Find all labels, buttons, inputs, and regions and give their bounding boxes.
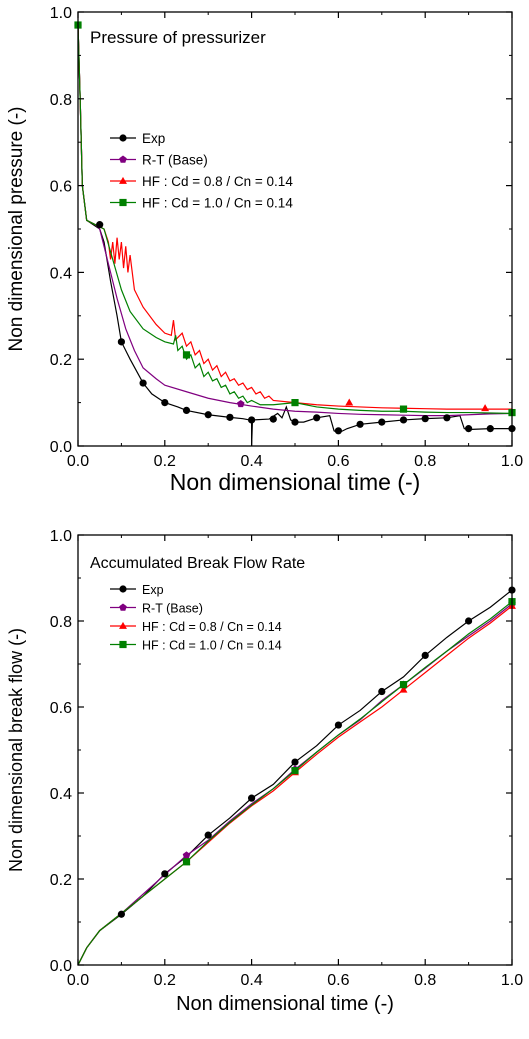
plot-frame bbox=[77, 534, 513, 966]
x-tick-label: 0.0 bbox=[67, 972, 89, 989]
data-point bbox=[421, 651, 429, 660]
legend-marker bbox=[119, 134, 127, 142]
series-line-3 bbox=[78, 601, 512, 965]
y-tick-label: 1.0 bbox=[50, 5, 72, 22]
x-tick-label: 0.6 bbox=[327, 453, 349, 470]
data-point bbox=[378, 418, 386, 426]
legend-label: HF : Cd = 1.0 / Cn = 0.14 bbox=[142, 196, 293, 211]
legend-label: Exp bbox=[142, 583, 164, 597]
data-point bbox=[291, 758, 299, 766]
chart-title: Pressure of pressurizer bbox=[90, 28, 266, 47]
data-point bbox=[399, 681, 408, 689]
legend-label: HF : Cd = 0.8 / Cn = 0.14 bbox=[142, 620, 282, 634]
y-tick-label: 0.6 bbox=[50, 700, 72, 717]
data-point bbox=[334, 721, 342, 729]
data-point bbox=[313, 414, 321, 422]
legend: Exp R-T (Base) HF : Cd = 0.8 / Cn = 0.14 HF… bbox=[110, 131, 293, 211]
data-point bbox=[182, 351, 191, 359]
data-point bbox=[421, 415, 429, 423]
y-tick-label: 0.4 bbox=[50, 786, 72, 803]
data-point bbox=[465, 617, 473, 625]
data-point bbox=[399, 685, 408, 693]
x-axis-title: Non dimensional time (-) bbox=[176, 993, 394, 1015]
y-tick-label: 0.0 bbox=[50, 439, 72, 456]
y-axis-title: Non dimensional pressure (-) bbox=[6, 107, 27, 352]
y-tick-label: 0.8 bbox=[50, 614, 72, 631]
data-point bbox=[399, 416, 408, 424]
data-point bbox=[226, 413, 234, 421]
data-point bbox=[356, 420, 364, 428]
legend-marker bbox=[119, 621, 127, 629]
x-tick-label: 0.8 bbox=[414, 453, 436, 470]
data-point bbox=[481, 404, 490, 412]
y-tick-label: 0.2 bbox=[50, 872, 72, 889]
data-point bbox=[291, 418, 299, 426]
y-tick-label: 1.0 bbox=[50, 528, 72, 545]
y-tick-label: 0.6 bbox=[50, 179, 72, 196]
legend-label: R-T (Base) bbox=[142, 602, 203, 616]
data-point bbox=[269, 415, 277, 423]
data-point bbox=[161, 399, 169, 407]
data-point bbox=[204, 831, 212, 839]
data-point bbox=[334, 427, 342, 435]
data-point bbox=[96, 221, 104, 229]
series-line-1 bbox=[78, 25, 512, 417]
x-tick-label: 1.0 bbox=[501, 972, 523, 989]
data-point bbox=[161, 870, 169, 878]
series-line-2 bbox=[78, 605, 512, 965]
x-tick-label: 0.8 bbox=[414, 972, 436, 989]
series-line-3 bbox=[78, 25, 512, 415]
x-tick-label: 0.2 bbox=[154, 453, 176, 470]
legend-marker bbox=[119, 198, 127, 207]
legend-marker bbox=[119, 155, 127, 163]
data-point bbox=[182, 858, 191, 866]
x-tick-label: 0.4 bbox=[240, 453, 262, 470]
x-tick-label: 1.0 bbox=[501, 453, 523, 470]
data-point bbox=[248, 416, 256, 424]
data-point bbox=[248, 794, 256, 802]
legend-label: HF : Cd = 1.0 / Cn = 0.14 bbox=[142, 639, 282, 653]
data-point bbox=[291, 767, 299, 775]
legend-marker bbox=[119, 603, 127, 611]
y-tick-label: 0.8 bbox=[50, 92, 72, 109]
chart-title: Accumulated Break Flow Rate bbox=[90, 555, 305, 572]
data-point bbox=[182, 406, 191, 415]
y-tick-label: 0.4 bbox=[50, 265, 72, 282]
series-line-1 bbox=[78, 603, 512, 965]
legend-label: R-T (Base) bbox=[142, 153, 208, 168]
x-tick-label: 0.0 bbox=[67, 453, 89, 470]
legend-label: HF : Cd = 0.8 / Cn = 0.14 bbox=[142, 174, 293, 189]
legend-marker bbox=[119, 640, 127, 649]
data-point bbox=[204, 411, 212, 419]
legend: Exp R-T (Base) HF : Cd = 0.8 / Cn = 0.14 HF… bbox=[110, 583, 282, 653]
x-tick-label: 0.6 bbox=[327, 972, 349, 989]
data-point bbox=[139, 379, 147, 387]
data-point bbox=[399, 405, 408, 413]
y-axis-title: Non dimensional break flow (-) bbox=[6, 628, 26, 872]
y-tick-label: 0.2 bbox=[50, 352, 72, 369]
break-flow-chart: 0.0 0.2 0.4 0.6 0.8 1.0 0.0 0.2 0.4 0.6 0.8 1.0 Accu… bbox=[6, 528, 523, 1015]
data-point bbox=[486, 425, 494, 433]
data-point bbox=[182, 851, 191, 859]
data-point bbox=[117, 338, 125, 346]
x-tick-label: 0.2 bbox=[154, 972, 176, 989]
data-point bbox=[443, 414, 451, 422]
pressure-chart: 0.0 0.2 0.4 0.6 0.8 1.0 0.0 0.2 0.4 0.6 0.8 1.0 Pres… bbox=[6, 5, 523, 495]
legend-label: Exp bbox=[142, 131, 165, 146]
y-tick-label: 0.0 bbox=[50, 958, 72, 975]
x-axis-title: Non dimensional time (-) bbox=[170, 469, 421, 495]
data-point bbox=[236, 399, 245, 408]
data-point bbox=[291, 399, 299, 407]
legend-marker bbox=[119, 585, 127, 593]
data-point bbox=[378, 687, 386, 696]
data-point bbox=[345, 398, 354, 406]
legend-marker bbox=[119, 176, 127, 184]
data-point bbox=[465, 425, 473, 433]
x-tick-label: 0.4 bbox=[240, 972, 262, 989]
series-line-2 bbox=[78, 25, 512, 410]
data-point bbox=[117, 910, 125, 918]
